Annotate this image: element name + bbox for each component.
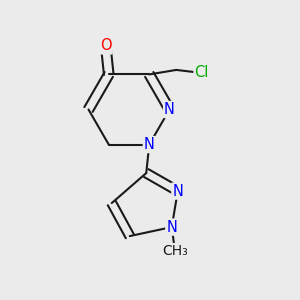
Text: Cl: Cl xyxy=(195,65,209,80)
Text: N: N xyxy=(144,137,155,152)
Text: N: N xyxy=(164,102,175,117)
Text: CH₃: CH₃ xyxy=(162,244,188,258)
Text: N: N xyxy=(166,220,177,235)
Text: O: O xyxy=(100,38,112,53)
Text: N: N xyxy=(172,184,183,199)
